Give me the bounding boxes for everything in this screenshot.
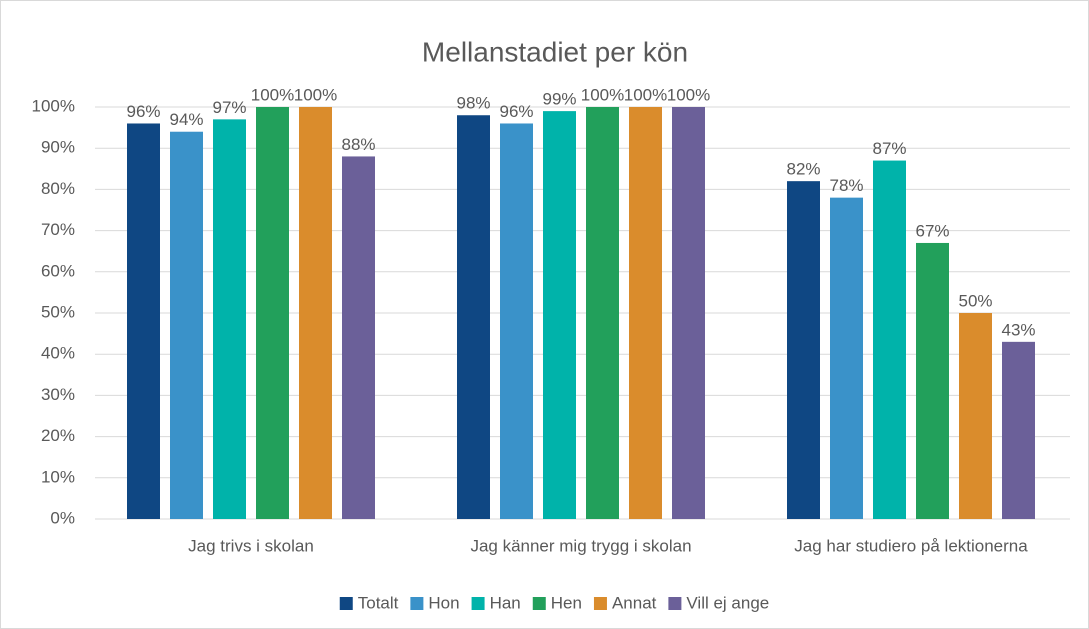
y-tick-label: 40% xyxy=(41,344,75,363)
value-label: 50% xyxy=(958,291,992,310)
x-tick-label: Jag känner mig trygg i skolan xyxy=(470,536,691,555)
legend-label: Han xyxy=(490,593,521,612)
bar xyxy=(342,156,375,519)
bar xyxy=(299,107,332,519)
bar xyxy=(873,160,906,519)
value-label: 100% xyxy=(581,85,624,104)
value-label: 97% xyxy=(212,98,246,117)
bar xyxy=(916,242,949,519)
value-label: 82% xyxy=(786,160,820,179)
legend-swatch xyxy=(668,597,682,610)
value-label: 100% xyxy=(624,85,667,104)
value-label: 87% xyxy=(872,139,906,158)
legend-label: Hon xyxy=(428,593,459,612)
legend-swatch xyxy=(593,597,607,610)
chart-title: Mellanstadiet per kön xyxy=(422,36,688,67)
y-tick-label: 80% xyxy=(41,179,75,198)
value-label: 94% xyxy=(169,110,203,129)
legend-label: Hen xyxy=(551,593,582,612)
bar xyxy=(1002,341,1035,519)
legend-label: Annat xyxy=(612,593,657,612)
bar xyxy=(672,107,705,519)
bar xyxy=(787,181,820,519)
value-label: 99% xyxy=(542,90,576,109)
y-tick-label: 70% xyxy=(41,220,75,239)
value-label: 100% xyxy=(294,85,337,104)
value-label: 100% xyxy=(667,85,710,104)
y-tick-label: 0% xyxy=(50,508,75,527)
x-tick-label: Jag har studiero på lektionerna xyxy=(794,536,1028,555)
y-tick-label: 90% xyxy=(41,138,75,157)
legend-label: Vill ej ange xyxy=(686,593,769,612)
legend-swatch xyxy=(471,597,485,610)
legend-swatch xyxy=(339,597,353,610)
value-label: 88% xyxy=(341,135,375,154)
value-label: 78% xyxy=(829,176,863,195)
bar xyxy=(629,107,662,519)
bar xyxy=(586,107,619,519)
x-tick-label: Jag trivs i skolan xyxy=(188,536,314,555)
legend-swatch xyxy=(410,597,424,610)
bar xyxy=(830,197,863,519)
bar xyxy=(170,131,203,519)
bar xyxy=(500,123,533,519)
y-tick-label: 60% xyxy=(41,261,75,280)
y-tick-label: 100% xyxy=(32,96,75,115)
legend-label: Totalt xyxy=(358,593,399,612)
bar xyxy=(127,123,160,519)
value-label: 67% xyxy=(915,221,949,240)
value-label: 96% xyxy=(499,102,533,121)
bar xyxy=(543,111,576,520)
bar xyxy=(457,115,490,520)
bar xyxy=(213,119,246,520)
y-tick-label: 10% xyxy=(41,467,75,486)
value-label: 43% xyxy=(1001,320,1035,339)
y-tick-label: 20% xyxy=(41,426,75,445)
value-label: 98% xyxy=(456,94,490,113)
bar xyxy=(256,107,289,519)
y-tick-label: 50% xyxy=(41,302,75,321)
y-tick-label: 30% xyxy=(41,385,75,404)
legend-swatch xyxy=(532,597,546,610)
value-label: 100% xyxy=(251,85,294,104)
bar xyxy=(959,313,992,519)
value-label: 96% xyxy=(126,102,160,121)
